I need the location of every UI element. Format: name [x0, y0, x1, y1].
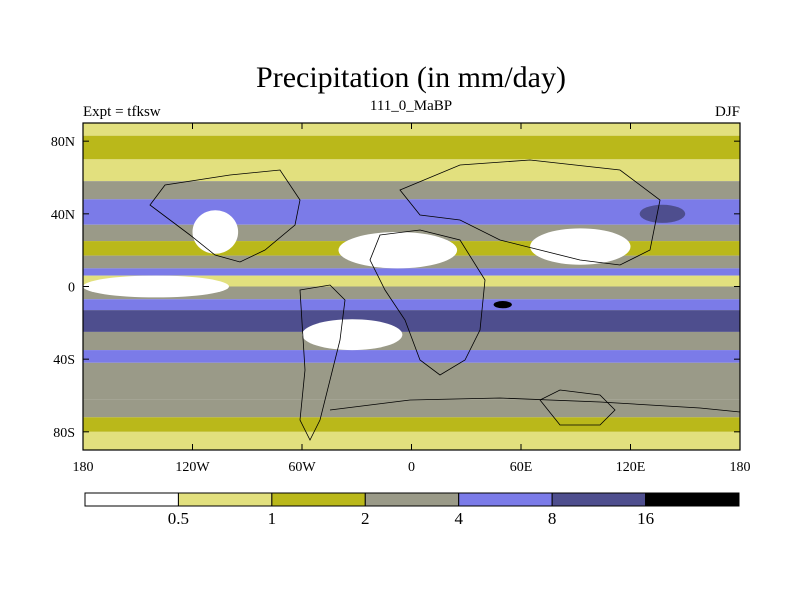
colorbar: 0.5 1 2 4 8 16 — [84, 492, 740, 528]
coastline-eurasia — [399, 159, 661, 266]
coastline-north-america — [149, 169, 301, 263]
y-axis-ticks: 80N 40N 0 40S 80S — [51, 135, 740, 441]
y-tick-label: 0 — [68, 281, 75, 296]
y-tick-label: 80S — [53, 426, 75, 441]
precip-band-8 — [83, 268, 740, 276]
precip-band-17 — [83, 417, 740, 432]
colorbar-swatch — [364, 492, 460, 507]
map-layer — [83, 123, 740, 450]
colorbar-label: 1 — [268, 509, 277, 528]
precip-band-12 — [83, 310, 740, 332]
precip-band-13 — [83, 331, 740, 351]
precip-band-0 — [83, 123, 740, 136]
time-label: 111_0_MaBP — [370, 98, 452, 114]
colorbar-label: 2 — [361, 509, 370, 528]
x-tick-label: 60E — [510, 460, 533, 475]
colorbar-label: 0.5 — [168, 509, 189, 528]
colorbar-label: 16 — [637, 509, 654, 528]
coastline-antarctica — [329, 397, 741, 413]
x-tick-label: 120W — [175, 460, 210, 475]
y-tick-label: 80N — [51, 135, 75, 150]
precip-band-4 — [83, 199, 740, 225]
x-tick-label: 180 — [73, 460, 94, 475]
precip-band-3 — [83, 181, 740, 200]
precip-band-2 — [83, 159, 740, 182]
wet-zone-north-pacific — [639, 204, 686, 223]
dry-zone-sahara — [338, 232, 458, 269]
dry-zone-east-pacific — [83, 275, 229, 298]
colorbar-swatch — [84, 492, 179, 507]
precip-band-15 — [83, 362, 740, 400]
coastline-africa — [369, 229, 486, 376]
chart-title: Precipitation (in mm/day) — [256, 61, 566, 94]
season-label: DJF — [715, 104, 740, 120]
x-tick-label: 0 — [408, 460, 415, 475]
precip-band-1 — [83, 135, 740, 160]
x-axis-ticks: 180 120W 60W 0 60E 120E 180 — [73, 123, 751, 475]
precip-band-16 — [83, 399, 740, 418]
x-tick-label: 60W — [288, 460, 316, 475]
wet-zone-indian-ocean — [493, 301, 512, 309]
precip-band-14 — [83, 350, 740, 363]
precip-band-9 — [83, 275, 740, 287]
colorbar-label: 4 — [454, 509, 463, 528]
dry-zone-north-america — [192, 210, 239, 254]
colorbar-swatch — [645, 492, 740, 507]
precip-band-11 — [83, 299, 740, 311]
x-tick-label: 180 — [730, 460, 751, 475]
experiment-label: Expt = tfksw — [83, 104, 161, 120]
precip-band-18 — [83, 431, 740, 450]
coastline-south-america — [299, 284, 346, 441]
dry-zone-south-atlantic — [302, 319, 403, 351]
y-tick-label: 40S — [53, 353, 75, 368]
x-tick-label: 120E — [616, 460, 646, 475]
precip-band-10 — [83, 286, 740, 300]
colorbar-swatch — [458, 492, 553, 507]
dry-zone-asia — [530, 228, 631, 265]
coastline-layer — [149, 159, 741, 441]
colorbar-swatch — [177, 492, 273, 507]
colorbar-label: 8 — [548, 509, 557, 528]
colorbar-swatch — [551, 492, 647, 507]
y-tick-label: 40N — [51, 208, 75, 223]
colorbar-swatch — [271, 492, 366, 507]
coastline-australia — [539, 389, 616, 426]
